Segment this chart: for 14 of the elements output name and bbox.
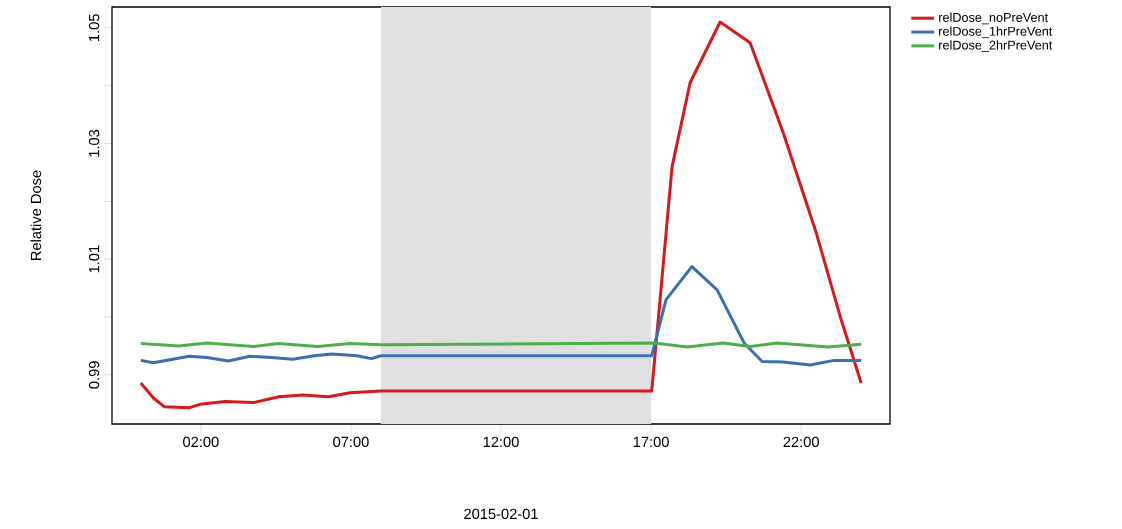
y-tick-label: 1.05 — [88, 14, 100, 41]
x-tick-label: 02:00 — [183, 436, 219, 448]
y-tick-label: 1.01 — [88, 245, 100, 273]
y-tick-label: 0.99 — [88, 361, 100, 389]
x-axis-title: 2015-02-01 — [464, 508, 538, 520]
legend-label: relDose_noPreVent — [939, 12, 1049, 25]
legend-label: relDose_2hrPreVent — [939, 40, 1053, 52]
x-tick-label: 17:00 — [633, 436, 669, 448]
y-axis-title: Relative Dose — [30, 170, 42, 260]
x-tick-label: 22:00 — [783, 436, 819, 448]
x-tick-label: 12:00 — [483, 436, 519, 448]
x-tick-label: 07:00 — [333, 436, 369, 448]
legend-label: relDose_1hrPreVent — [939, 26, 1053, 39]
y-tick-label: 1.03 — [88, 129, 100, 157]
